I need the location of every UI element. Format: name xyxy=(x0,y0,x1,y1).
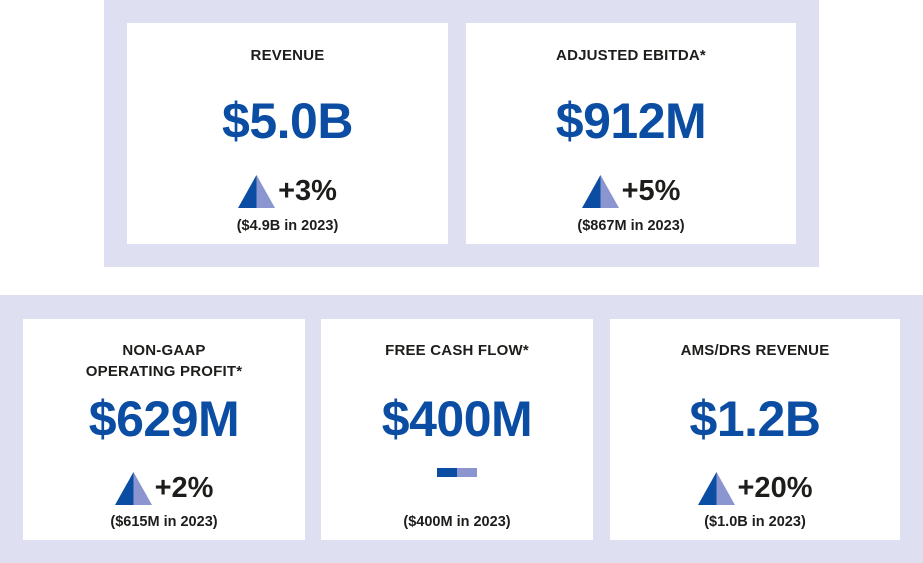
change-row: +3% xyxy=(127,173,448,209)
card-label: ADJUSTED EBITDA* xyxy=(556,47,706,64)
prior-year-value: ($400M in 2023) xyxy=(403,514,511,530)
change-row: +5% xyxy=(466,173,796,209)
prior-year-value: ($4.9B in 2023) xyxy=(236,218,339,234)
up-triangle-icon xyxy=(238,174,276,208)
card-value: $912M xyxy=(555,93,707,149)
adjusted-ebitda-card: ADJUSTED EBITDA* $912M +5% ($867M in 202… xyxy=(466,23,796,244)
non-gaap-operating-profit-card: NON-GAAP OPERATING PROFIT* $629M +2% ($6… xyxy=(23,319,305,540)
card-value: $1.2B xyxy=(689,391,821,447)
change-value: +2% xyxy=(154,472,214,504)
free-cash-flow-card: FREE CASH FLOW* $400M ($400M in 2023) xyxy=(321,319,593,540)
up-triangle-icon xyxy=(114,471,152,505)
change-value: +20% xyxy=(737,472,813,504)
revenue-card: REVENUE $5.0B +3% ($4.9B in 2023) xyxy=(127,23,448,244)
card-label-line-2: OPERATING PROFIT* xyxy=(85,363,243,380)
card-label-line-1: NON-GAAP xyxy=(122,342,206,359)
card-value: $400M xyxy=(381,391,533,447)
up-triangle-icon xyxy=(581,174,619,208)
flat-dash-icon xyxy=(437,467,477,477)
prior-year-value: ($615M in 2023) xyxy=(110,514,218,530)
change-value: +5% xyxy=(621,175,681,207)
card-label: REVENUE xyxy=(250,47,325,64)
prior-year-value: ($867M in 2023) xyxy=(577,218,685,234)
card-label: FREE CASH FLOW* xyxy=(385,342,529,359)
change-row xyxy=(321,454,593,490)
card-value: $5.0B xyxy=(222,93,353,149)
prior-year-value: ($1.0B in 2023) xyxy=(704,514,806,530)
change-value: +3% xyxy=(278,175,337,207)
up-triangle-icon xyxy=(697,471,735,505)
change-row: +2% xyxy=(23,470,305,506)
change-row: +20% xyxy=(610,470,900,506)
card-label: AMS/DRS REVENUE xyxy=(680,342,830,359)
ams-drs-revenue-card: AMS/DRS REVENUE $1.2B +20% ($1.0B in 202… xyxy=(610,319,900,540)
card-value: $629M xyxy=(88,391,240,447)
